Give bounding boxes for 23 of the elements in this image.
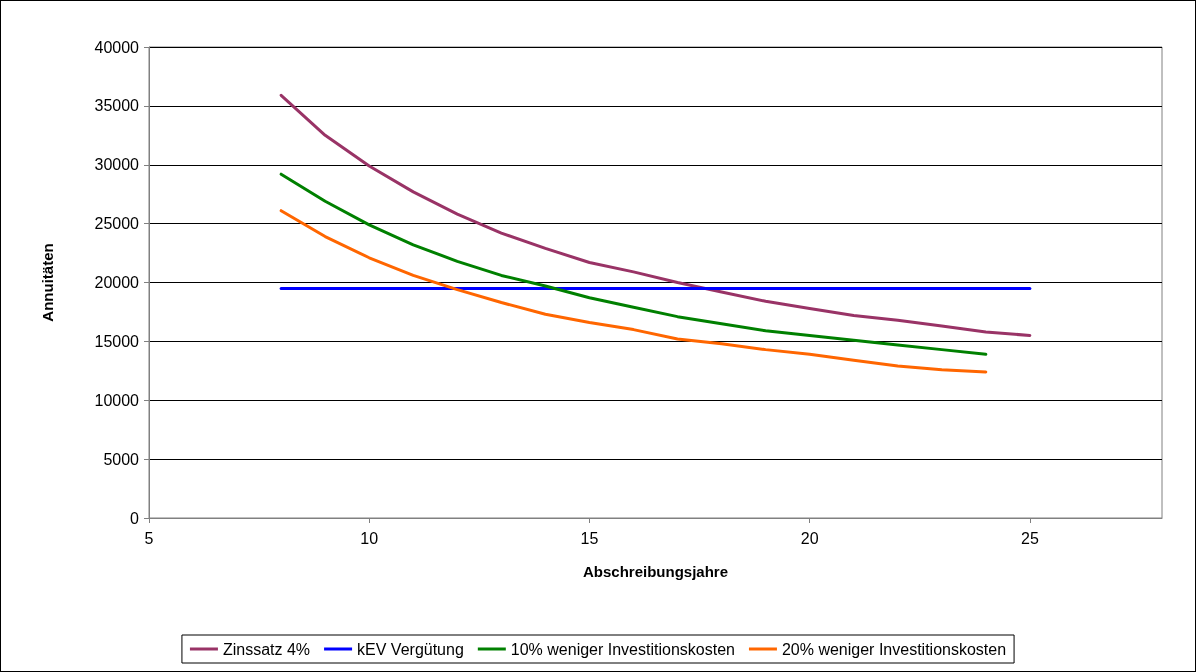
y-tick-label: 40000: [94, 38, 140, 56]
x-tick-label: 20: [800, 529, 819, 547]
y-tick-label: 15000: [94, 332, 140, 350]
y-tick-label: 5000: [103, 450, 140, 468]
y-tick-label: 20000: [94, 274, 140, 291]
legend-label: Zinssatz 4%: [222, 640, 311, 658]
legend-label: kEV Vergütung: [357, 640, 464, 658]
y-axis-title: Annuitäten: [39, 243, 56, 322]
y-tick-label: 10000: [94, 391, 140, 409]
x-tick-label: 15: [580, 529, 599, 547]
x-axis-title: Abschreibungsjahre: [582, 563, 729, 580]
legend-label: 10% weniger Investitionskosten: [510, 640, 735, 658]
y-tick-label: 30000: [94, 156, 140, 174]
y-tick-label: 25000: [94, 215, 140, 233]
x-tick-label: 25: [1020, 529, 1039, 547]
x-tick-label: 5: [144, 529, 154, 547]
line-series: [279, 172, 988, 356]
y-tick-label: 0: [130, 509, 140, 527]
x-tick-label: 10: [360, 529, 379, 547]
line-series: [279, 93, 1032, 337]
y-tick-label: 35000: [94, 97, 140, 115]
legend-label: 20% weniger Investitionskosten: [781, 640, 1007, 658]
line-series: [279, 209, 988, 374]
